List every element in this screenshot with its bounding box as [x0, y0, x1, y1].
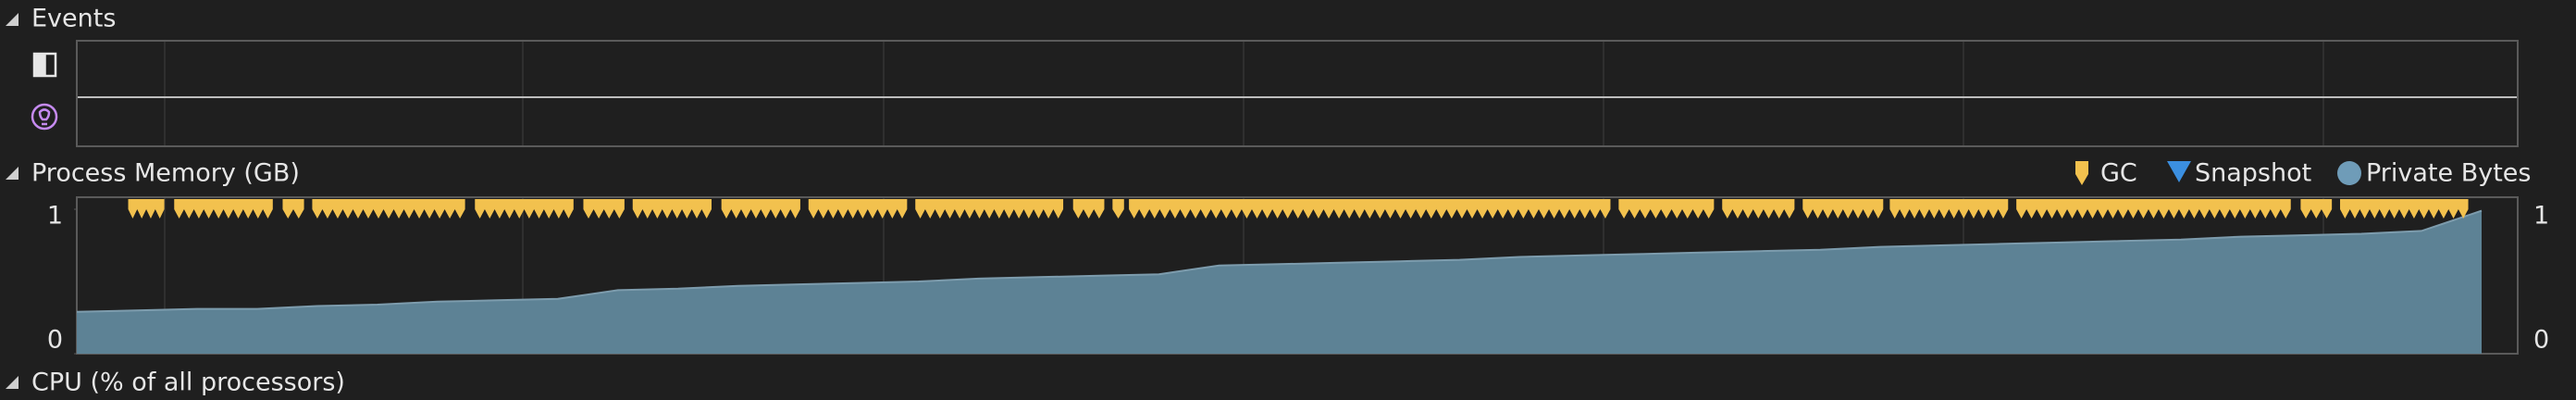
gc-event-marker: [1802, 199, 1884, 219]
section-title: Events: [31, 5, 116, 33]
gc-event-marker: [2016, 199, 2291, 219]
gc-event-marker: [128, 199, 165, 219]
gc-event-marker: [1722, 199, 1795, 219]
collapse-toggle[interactable]: [6, 13, 19, 26]
gc-event-marker: [1129, 199, 1611, 219]
section-title: Process Memory (GB): [31, 159, 300, 188]
gc-event-marker: [583, 199, 625, 219]
gc-event-marker: [1618, 199, 1715, 219]
gc-event-marker: [632, 199, 712, 219]
legend-label: GC: [2100, 159, 2137, 188]
section-title: CPU (% of all processors): [31, 369, 345, 397]
gc-event-marker: [2340, 199, 2469, 219]
gc-event-marker: [475, 199, 574, 219]
gc-event-marker: [282, 199, 304, 219]
events-grid: [164, 42, 2324, 145]
gc-event-marker: [312, 199, 465, 219]
y2-tick-label: 0: [2533, 326, 2549, 355]
gc-event-marker: [1072, 199, 1105, 219]
gc-event-marker: [2300, 199, 2333, 219]
events-box: [76, 40, 2519, 147]
y2-tick-label: 1: [2533, 202, 2549, 231]
intellitrace-icon[interactable]: [31, 103, 58, 131]
gc-event-marker: [174, 199, 273, 219]
private-bytes-line: [76, 209, 2483, 313]
events-icon[interactable]: [32, 52, 57, 78]
private-bytes-area: [77, 210, 2482, 354]
collapse-toggle[interactable]: [6, 376, 19, 389]
snapshot-legend-icon: [2167, 161, 2191, 182]
collapse-toggle[interactable]: [6, 167, 19, 180]
legend: GC Snapshot Private Bytes: [2075, 159, 2531, 188]
gc-legend-icon: [2075, 161, 2088, 185]
y-tick-label: 0: [47, 326, 63, 355]
gc-event-marker: [915, 199, 1064, 219]
gc-event-marker: [1112, 199, 1124, 219]
memory-chart: 0 0 1 1: [47, 199, 2549, 355]
gc-event-marker: [721, 199, 800, 219]
legend-label: Snapshot: [2195, 159, 2311, 188]
legend-label: Private Bytes: [2366, 159, 2531, 188]
private-bytes-legend-icon: [2337, 161, 2361, 185]
gc-event-marker: [1889, 199, 2009, 219]
y-tick-label: 1: [47, 202, 63, 231]
gc-event-marker: [808, 199, 908, 219]
